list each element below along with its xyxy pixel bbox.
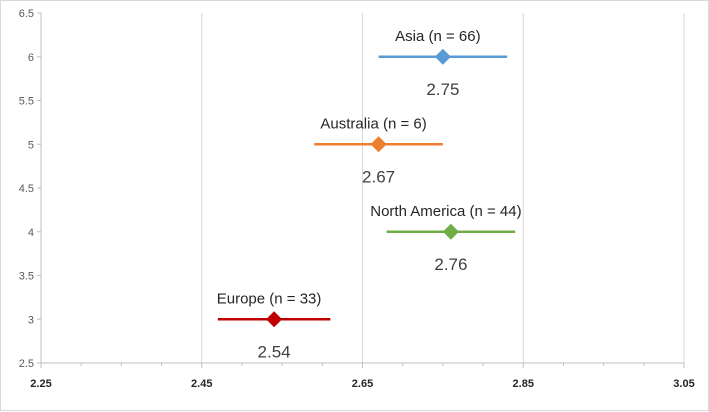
series-name-label: Europe (n = 33) [217,290,322,307]
y-tick-label: 5 [28,139,34,151]
y-tick-label: 6.5 [19,8,34,20]
y-tick-label: 4.5 [19,183,34,195]
x-tick-label: 2.85 [513,378,534,390]
data-point-marker[interactable] [266,311,283,328]
data-value-label: 2.67 [362,167,395,186]
y-tick-label: 3 [28,314,34,326]
data-point-marker[interactable] [370,136,387,153]
x-tick-label: 2.45 [191,378,212,390]
y-tick-label: 4 [28,227,34,239]
x-tick-label: 2.65 [352,378,373,390]
y-tick-label: 6 [28,52,34,64]
series-name-label: Asia (n = 66) [395,28,480,45]
data-point-marker[interactable] [434,48,451,65]
x-tick-label: 3.05 [673,378,694,390]
y-tick-label: 2.5 [19,358,34,370]
data-value-label: 2.54 [258,342,291,361]
y-tick-label: 3.5 [19,271,34,283]
series-name-label: North America (n = 44) [370,203,521,220]
series-name-label: Australia (n = 6) [320,115,426,132]
data-value-label: 2.75 [426,80,459,99]
data-point-marker[interactable] [442,223,459,240]
data-value-label: 2.76 [434,255,467,274]
x-tick-label: 2.25 [30,378,51,390]
y-tick-label: 5.5 [19,96,34,108]
